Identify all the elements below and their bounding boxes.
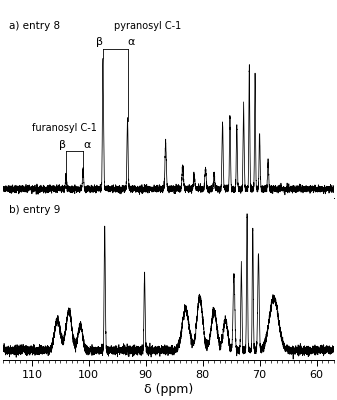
Text: α: α — [83, 140, 90, 150]
Text: pyranosyl C-1: pyranosyl C-1 — [114, 21, 182, 31]
Text: furanosyl C-1: furanosyl C-1 — [32, 124, 97, 134]
Text: α: α — [127, 37, 135, 47]
Text: β: β — [96, 37, 103, 47]
Text: a) entry 8: a) entry 8 — [9, 21, 60, 31]
Text: β: β — [59, 140, 66, 150]
Text: b) entry 9: b) entry 9 — [9, 205, 60, 215]
X-axis label: δ (ppm): δ (ppm) — [144, 382, 193, 396]
